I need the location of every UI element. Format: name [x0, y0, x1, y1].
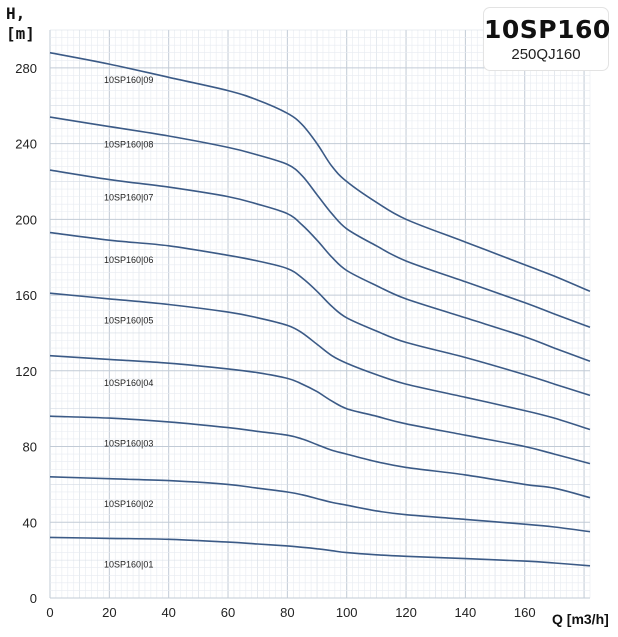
- series-label: 10SP160|01: [104, 560, 153, 570]
- series-line-2: [49, 476, 591, 533]
- x-tick-label: 120: [395, 605, 417, 620]
- x-tick-label: 100: [336, 605, 358, 620]
- series-label: 10SP160|06: [104, 255, 153, 265]
- series-label: 10SP160|08: [104, 139, 153, 149]
- series-label: 10SP160|07: [104, 192, 153, 202]
- y-tick-label: 40: [23, 515, 37, 530]
- series-line-9: [49, 51, 591, 293]
- series-line-1: [49, 536, 591, 567]
- series-line-5: [49, 292, 591, 431]
- x-tick-label: 0: [46, 605, 53, 620]
- y-tick-label: 280: [15, 61, 37, 76]
- x-tick-label: 80: [280, 605, 294, 620]
- y-tick-label: 160: [15, 288, 37, 303]
- y-tick-label: 200: [15, 212, 37, 227]
- y-tick-label: 240: [15, 137, 37, 152]
- y-tick-label: 120: [15, 364, 37, 379]
- y-tick-label: 80: [23, 440, 37, 455]
- series-line-6: [49, 231, 591, 397]
- series-label: 10SP160|03: [104, 439, 153, 449]
- series-line-8: [49, 116, 591, 329]
- y-axis-label-symbol: H,: [6, 4, 26, 23]
- model-badge: 10SP160 250QJ160: [484, 8, 611, 70]
- series-label: 10SP160|05: [104, 316, 153, 326]
- x-tick-label: 40: [161, 605, 175, 620]
- x-tick-label: 140: [455, 605, 477, 620]
- series-label: 10SP160|02: [104, 499, 153, 509]
- x-tick-label: 20: [102, 605, 116, 620]
- model-alt-name: 250QJ160: [511, 46, 581, 63]
- y-tick-label: 0: [30, 591, 37, 606]
- series-label: 10SP160|09: [104, 75, 153, 85]
- y-axis-label: H, [m]: [6, 4, 35, 44]
- x-tick-label: 60: [221, 605, 235, 620]
- series-line-7: [49, 169, 591, 363]
- y-axis-label-unit: [m]: [6, 24, 35, 43]
- series-line-3: [49, 415, 591, 499]
- series-label: 10SP160|04: [104, 378, 153, 388]
- series-line-4: [49, 354, 591, 465]
- model-name: 10SP160: [484, 15, 611, 44]
- x-tick-label: 160: [514, 605, 536, 620]
- x-axis-label: Q [m3/h]: [552, 611, 609, 627]
